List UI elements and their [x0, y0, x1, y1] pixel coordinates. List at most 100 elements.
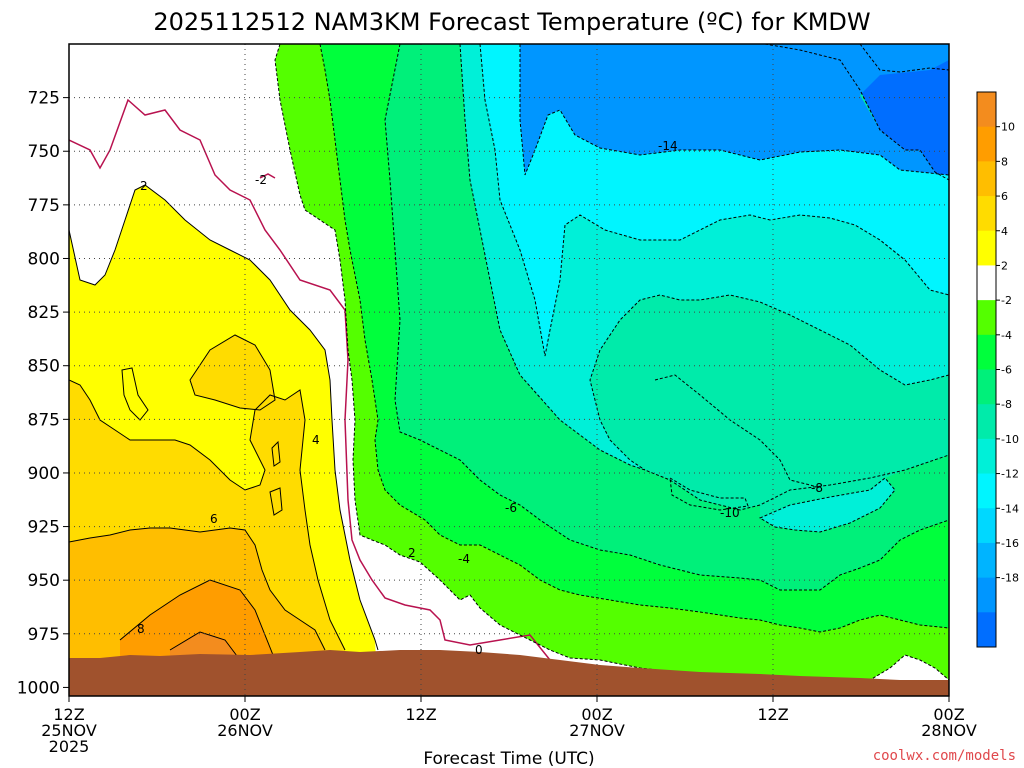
- y-tick-label: 850: [28, 357, 60, 377]
- contour-10c: [169, 631, 241, 661]
- colorbar-swatch: [977, 230, 996, 266]
- contour-minus10-loop: [669, 477, 749, 511]
- band-lt-12-pocket: [760, 478, 895, 532]
- colorbar-swatch: [977, 404, 996, 440]
- contour-label: -14: [658, 139, 678, 153]
- colorbar-tick-label: 2: [1001, 259, 1008, 272]
- y-tick-label: 800: [28, 249, 60, 269]
- colorbar-swatch: [977, 508, 996, 544]
- contour-label: 8: [137, 622, 145, 636]
- plot-area: [69, 44, 949, 696]
- colorbar-swatch: [977, 334, 996, 370]
- colorbar: 10 8 6 4 2 -2 -4 -6 -8 -10 -12 -14 -16 -18: [976, 91, 1019, 648]
- colorbar-tick-label: -6: [1001, 364, 1012, 377]
- x-tick-label: 00Z: [229, 705, 260, 724]
- contour-lines: [69, 44, 949, 681]
- contour-0c: [69, 98, 551, 661]
- contour-minus10b: [589, 294, 949, 471]
- colorbar-swatch: [977, 369, 996, 405]
- contour-0c-isle: [259, 173, 276, 179]
- colorbar-tick-label: -12: [1001, 468, 1019, 481]
- x-tick-date: 28NOV: [921, 721, 977, 740]
- band-lt-12: [480, 44, 949, 356]
- grid-lines: [69, 44, 949, 696]
- contour-label: -4: [458, 552, 470, 566]
- band-lt-8-core: [655, 375, 790, 480]
- credit-text: coolwx.com/models: [873, 748, 1016, 764]
- contour-minus16: [859, 44, 949, 73]
- contour-label: 4: [312, 433, 320, 447]
- band-lt-16: [765, 44, 949, 180]
- y-tick-label: 950: [28, 571, 60, 591]
- y-tick-label: 725: [28, 89, 60, 109]
- x-tick-date: 27NOV: [569, 721, 625, 740]
- colorbar-swatch: [977, 473, 996, 509]
- colorbar-swatch: [977, 612, 996, 648]
- colorbar-tick-label: -14: [1001, 502, 1019, 515]
- contour-label: -2: [255, 173, 267, 187]
- colorbar-tick-label: -16: [1001, 537, 1019, 550]
- contour-minus8: [459, 44, 949, 511]
- contour-minus4: [319, 44, 949, 633]
- x-tick-label: 12Z: [757, 705, 788, 724]
- colorbar-swatch: [977, 577, 996, 613]
- contour-label: 6: [210, 512, 218, 526]
- contour-label: -6: [505, 501, 517, 515]
- band-lt-4: [320, 44, 949, 632]
- contour-minus12-core: [654, 374, 821, 489]
- y-tick-label: 825: [28, 303, 60, 323]
- band-lt-10: [460, 44, 949, 470]
- y-tick-label: 775: [28, 196, 60, 216]
- x-tick-date: 25NOV: [41, 721, 97, 740]
- colorbar-swatch: [977, 300, 996, 336]
- y-axis: 725 750 775 800 825 850 875 900 925 950 975 1000: [17, 89, 69, 698]
- colorbar-tick-label: 10: [1001, 121, 1015, 134]
- contour-4c-spot: [271, 440, 281, 467]
- x-tick-label: 12Z: [53, 705, 84, 724]
- contour-label: -8: [811, 481, 823, 495]
- contour-minus12-pocket: [758, 477, 896, 533]
- contour-label: 0: [475, 643, 483, 657]
- contour-2c: [69, 184, 379, 651]
- y-tick-label: 975: [28, 625, 60, 645]
- contour-minus14: [764, 44, 949, 181]
- terrain: [69, 650, 949, 696]
- y-tick-label: 900: [28, 464, 60, 484]
- plot-frame: [68, 43, 950, 697]
- x-tick-date: 26NOV: [217, 721, 273, 740]
- contour-label: -10: [720, 506, 740, 520]
- colorbar-swatch: [977, 438, 996, 475]
- contour-minus10: [479, 44, 949, 357]
- x-axis-label: Forecast Time (UTC): [423, 749, 594, 768]
- x-tick-label: 00Z: [581, 705, 612, 724]
- colorbar-tick-label: -2: [1001, 294, 1012, 307]
- band-lt-2: [275, 44, 949, 680]
- contour-4c-spot2: [269, 487, 283, 516]
- colorbar-tick-label: 8: [1001, 155, 1008, 168]
- y-tick-label: 875: [28, 410, 60, 430]
- contour-label: 2: [140, 179, 148, 193]
- contour-6c: [69, 527, 326, 651]
- contour-minus12: [519, 44, 949, 176]
- y-tick-label: 750: [28, 142, 60, 162]
- colorbar-swatch: [977, 196, 996, 232]
- x-tick-year: 2025: [49, 737, 90, 756]
- colorbar-swatch: [977, 92, 996, 128]
- colorbar-swatch: [977, 542, 996, 579]
- chart-title: 2025112512 NAM3KM Forecast Temperature (…: [153, 8, 870, 36]
- contour-label-group: -14 -2 2 4 6 8 -4 -6 -10 -8 0 2: [137, 139, 823, 657]
- colorbar-swatch: [977, 126, 996, 162]
- colorbar-swatch: [977, 161, 996, 197]
- band-lt-6: [385, 44, 949, 590]
- contour-label: 2: [408, 546, 416, 560]
- colorbar-tick-label: -10: [1001, 433, 1019, 446]
- x-tick-label: 12Z: [405, 705, 436, 724]
- contour-minus2: [274, 44, 949, 681]
- contour-4c-patch: [189, 334, 276, 411]
- y-tick-label: 1000: [17, 678, 60, 698]
- colorbar-tick-label: 4: [1001, 225, 1008, 238]
- contour-4c-blob: [121, 367, 149, 421]
- band-4-to-6-patch: [190, 335, 275, 410]
